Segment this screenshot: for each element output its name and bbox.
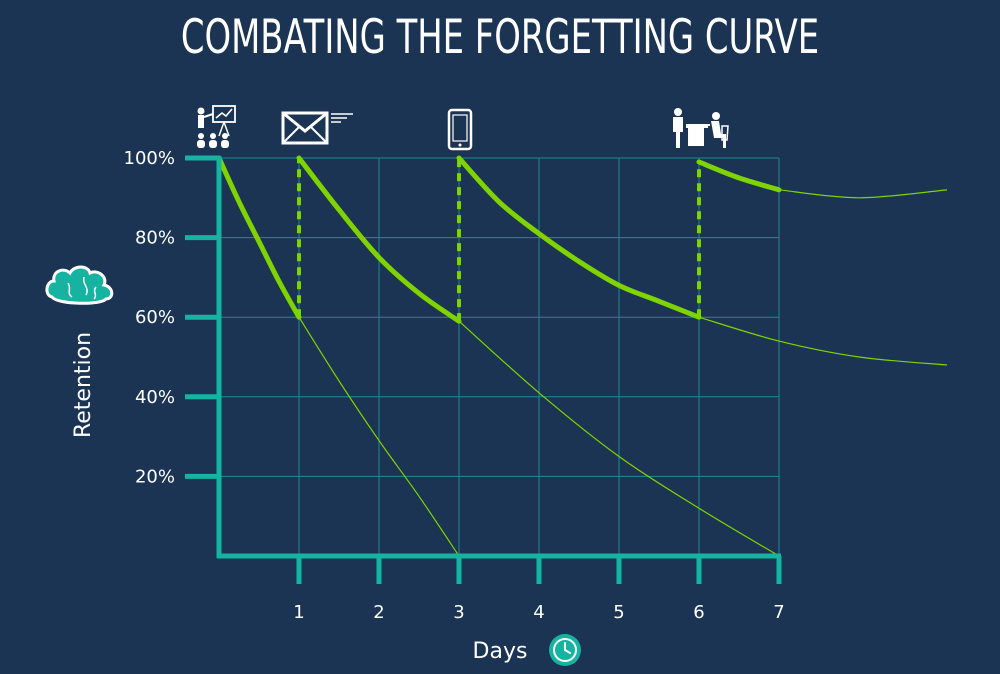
- y-tick-label: 100%: [124, 148, 175, 169]
- grid: [219, 157, 780, 556]
- x-tick-label: 3: [453, 602, 464, 623]
- x-tick-labels: 1 2 3 4 5 6 7: [293, 602, 784, 623]
- y-tick-label: 40%: [135, 387, 175, 408]
- chart-title: COMBATING THE FORGETTING CURVE: [180, 10, 820, 65]
- forgetting-curve-line: [778, 189, 948, 199]
- x-tick-label: 1: [293, 602, 304, 623]
- email-icon: [281, 111, 353, 145]
- y-tick-labels: 20% 40% 60% 80% 100%: [124, 148, 175, 487]
- reinforced-series: [216, 155, 782, 324]
- smartphone-icon: [447, 108, 473, 151]
- brain-icon: [45, 265, 114, 305]
- retention-curve-line: [296, 155, 462, 324]
- presentation-icon: [197, 105, 236, 148]
- y-tick-label: 20%: [135, 466, 175, 487]
- y-tick-label: 80%: [135, 228, 175, 249]
- x-tick-label: 4: [533, 602, 544, 623]
- x-tick-label: 7: [773, 602, 784, 623]
- retention-curve-line: [216, 155, 302, 320]
- retention-curve-line: [456, 155, 702, 320]
- x-tick-label: 5: [613, 602, 624, 623]
- y-axis-label: Retention: [71, 332, 96, 438]
- x-tick-label: 6: [693, 602, 704, 623]
- forgetting-curve-line: [698, 316, 948, 366]
- y-tick-label: 60%: [135, 307, 175, 328]
- coaching-meeting-icon: [673, 108, 729, 148]
- axes: [185, 155, 782, 584]
- reinforcement-markers: [297, 158, 701, 322]
- clock-icon: [549, 634, 581, 666]
- x-axis-label: Days: [473, 639, 528, 664]
- forgetting-curve-line: [298, 316, 460, 557]
- retention-curve-line: [696, 159, 782, 193]
- forgetting-curve-line: [458, 320, 780, 557]
- forgetting-series: [298, 189, 948, 557]
- x-tick-label: 2: [373, 602, 384, 623]
